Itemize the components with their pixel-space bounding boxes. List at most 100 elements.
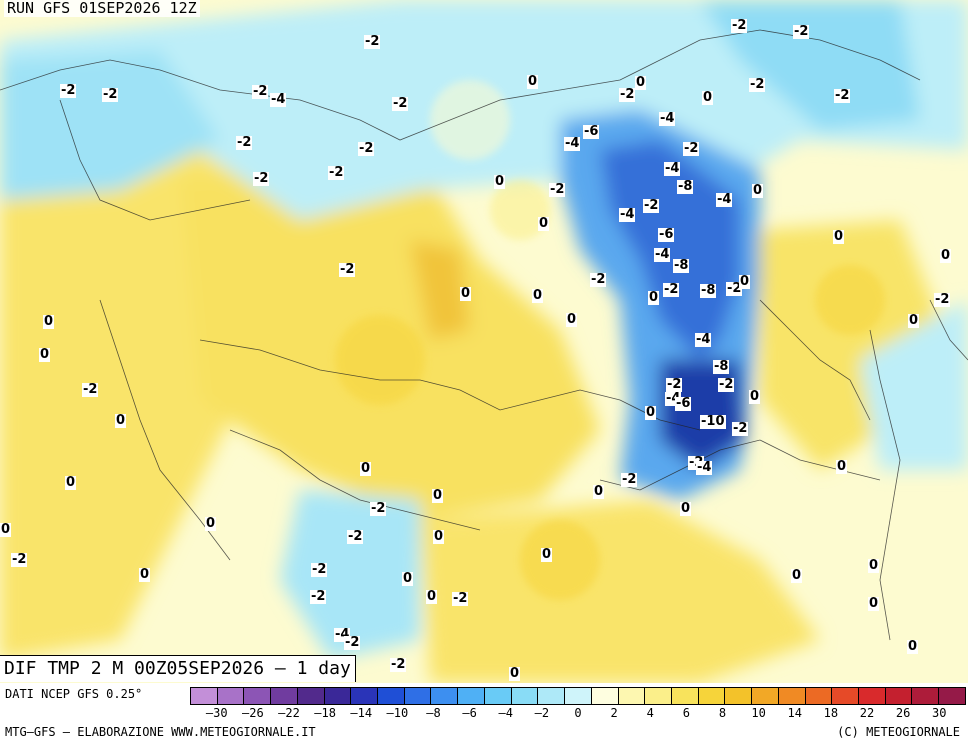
contour-label: -2 — [619, 87, 636, 102]
contour-label: 0 — [65, 475, 77, 490]
contour-label: -2 — [339, 262, 356, 277]
colorbar-swatch — [538, 688, 566, 704]
colorbar-tick-label: 8 — [718, 706, 727, 720]
colorbar-swatch — [912, 688, 940, 704]
colorbar-swatch — [618, 688, 646, 704]
contour-label: -4 — [696, 460, 713, 475]
colorbar-tick-label: –18 — [314, 706, 336, 720]
contour-label: 0 — [868, 596, 880, 611]
contour-label: 0 — [460, 286, 472, 301]
colorbar-swatch — [297, 688, 325, 704]
contour-label: 0 — [907, 639, 919, 654]
temperature-anomaly-map — [0, 0, 968, 683]
colorbar-tick-label: –30 — [205, 706, 228, 720]
colorbar-swatch — [244, 688, 272, 704]
contour-label: 0 — [566, 312, 578, 327]
contour-label: 0 — [0, 522, 12, 537]
colorbar-swatch — [271, 688, 298, 704]
contour-label: -4 — [659, 111, 676, 126]
contour-label: -2 — [666, 377, 683, 392]
colorbar-swatch — [458, 688, 485, 704]
colorbar-tick-label: –10 — [386, 706, 409, 720]
colorbar-swatch — [885, 688, 913, 704]
contour-label: 0 — [833, 229, 845, 244]
contour-label: -4 — [564, 136, 581, 151]
contour-label: -2 — [621, 472, 638, 487]
contour-label: -2 — [726, 281, 743, 296]
colorbar-tick-label: –6 — [462, 706, 477, 720]
contour-label: -2 — [82, 382, 99, 397]
contour-label: 0 — [43, 314, 55, 329]
colorbar-tick-label: –8 — [426, 706, 441, 720]
data-source: DATI NCEP GFS 0.25° — [5, 687, 143, 701]
colorbar-tick-label: –14 — [350, 706, 373, 720]
colorbar-swatch — [671, 688, 699, 704]
colorbar-swatch — [939, 688, 965, 704]
contour-label: 0 — [739, 274, 751, 289]
colorbar-tick-label: 10 — [751, 706, 766, 720]
contour-label: 0 — [749, 389, 761, 404]
contour-label: 0 — [432, 488, 444, 503]
colorbar-swatch — [698, 688, 726, 704]
colorbar-swatch — [378, 688, 405, 704]
colorbar-tick-label: –22 — [278, 706, 300, 720]
contour-label: -2 — [934, 292, 951, 307]
field-title: DIF TMP 2 M 00Z05SEP2026 – 1 day — [0, 655, 356, 682]
contour-label: -2 — [311, 562, 328, 577]
contour-label: -2 — [663, 282, 680, 297]
contour-label: -2 — [344, 635, 361, 650]
colorbar-tick-label: –4 — [498, 706, 513, 720]
contour-label: 0 — [433, 529, 445, 544]
contour-label: -2 — [390, 657, 407, 672]
contour-label: -2 — [358, 141, 375, 156]
contour-label: 0 — [940, 248, 952, 263]
contour-label: -2 — [328, 165, 345, 180]
contour-label: -8 — [700, 283, 717, 298]
contour-label: -2 — [731, 18, 748, 33]
contour-label: 0 — [541, 547, 553, 562]
colorbar-ticks: –30 –26 –22 –18 –14 –10 –8 –6 –4 –2 0 2 4 6 8 10 14 18 22 2… — [190, 706, 966, 722]
cool-area-ne — [700, 0, 920, 130]
contour-label: -2 — [236, 135, 253, 150]
contour-label: -2 — [732, 421, 749, 436]
contour-label: 0 — [645, 405, 657, 420]
contour-label: 0 — [702, 90, 714, 105]
contour-label: 0 — [39, 347, 51, 362]
colorbar-tick-label: 4 — [646, 706, 654, 720]
colorbar-swatch — [217, 688, 245, 704]
colorbar-swatch — [591, 688, 619, 704]
colorbar-swatch — [778, 688, 806, 704]
contour-label: -10 — [700, 414, 726, 429]
colorbar-swatch — [725, 688, 753, 704]
contour-label: -2 — [834, 88, 851, 103]
contour-label: -4 — [654, 247, 671, 262]
contour-label: -2 — [590, 272, 607, 287]
borders — [0, 29, 968, 641]
contour-label: 0 — [635, 75, 647, 90]
footer: DATI NCEP GFS 0.25° –30 –26 –22 –18 –14 –10 –8… — [0, 683, 968, 745]
cool-area-south — [280, 490, 420, 660]
colorbar-tick-label: 6 — [682, 706, 690, 720]
contour-label: -2 — [549, 182, 566, 197]
contour-label: 0 — [908, 313, 920, 328]
contour-label: 0 — [115, 413, 127, 428]
contour-label: 0 — [836, 459, 848, 474]
cool-area-northwest — [0, 50, 220, 200]
contour-label: 0 — [402, 571, 414, 586]
colorbar-swatch — [805, 688, 833, 704]
contour-label: -2 — [310, 589, 327, 604]
contour-label: 0 — [360, 461, 372, 476]
colorbar-swatch — [752, 688, 779, 704]
contour-label: -2 — [392, 96, 409, 111]
contour-label: -2 — [364, 34, 381, 49]
contour-label: -8 — [673, 258, 690, 273]
contour-label: 0 — [680, 501, 692, 516]
colorbar — [190, 687, 966, 705]
cool-area-east — [860, 300, 968, 470]
colorbar-swatch — [324, 688, 352, 704]
contour-label: -2 — [347, 529, 364, 544]
colorbar-swatch — [431, 688, 459, 704]
colorbar-tick-label: 14 — [787, 706, 802, 720]
contour-label: 0 — [139, 567, 151, 582]
contour-label: 0 — [538, 216, 550, 231]
